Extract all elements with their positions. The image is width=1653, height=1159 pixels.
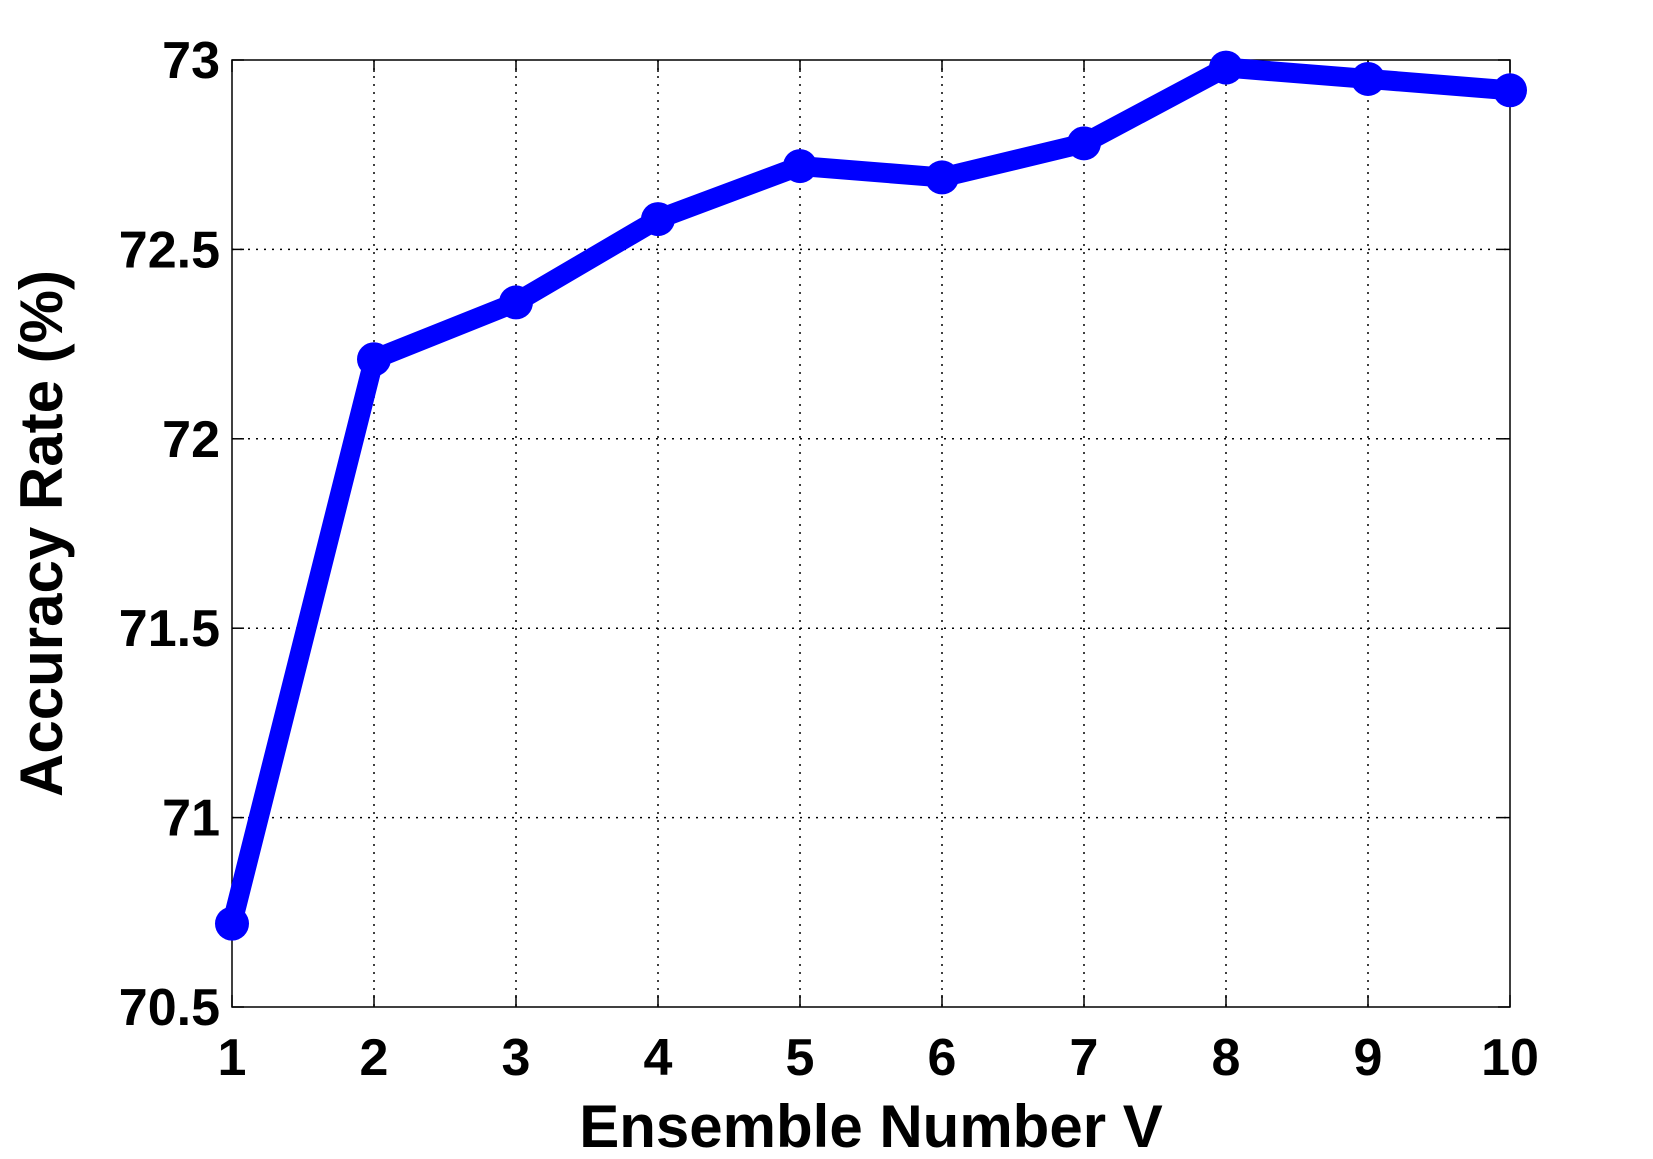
data-point <box>1067 126 1101 161</box>
x-tick-label: 9 <box>1354 1029 1383 1087</box>
data-point <box>783 149 817 184</box>
data-point <box>1209 50 1243 85</box>
x-tick-label: 6 <box>928 1029 957 1087</box>
grid <box>232 60 1510 1007</box>
x-tick-label: 1 <box>218 1029 247 1087</box>
y-tick-label: 72 <box>162 411 220 469</box>
y-tick-label: 70.5 <box>119 979 220 1037</box>
x-tick-label: 3 <box>502 1029 531 1087</box>
data-point <box>499 285 533 320</box>
x-tick-label: 10 <box>1481 1029 1539 1087</box>
y-axis-title: Accuracy Rate (%) <box>8 270 75 797</box>
y-tick-label: 71 <box>162 790 220 848</box>
x-tick-label: 7 <box>1070 1029 1099 1087</box>
y-tick-label: 73 <box>162 32 220 90</box>
y-axis: 70.5 71 71.5 72 72.5 73 <box>119 32 1510 1037</box>
y-tick-label: 71.5 <box>119 600 220 658</box>
x-tick-label: 8 <box>1212 1029 1241 1087</box>
x-tick-label: 4 <box>644 1029 673 1087</box>
data-point <box>925 160 959 195</box>
x-axis: 1 2 3 4 5 6 7 8 9 10 <box>218 60 1539 1087</box>
series-line <box>222 57 1520 934</box>
data-point <box>1493 73 1527 108</box>
series-layer <box>215 50 1527 941</box>
data-point <box>215 906 249 941</box>
x-axis-title: Ensemble Number V <box>579 1093 1163 1159</box>
y-tick-label: 72.5 <box>119 221 220 279</box>
x-tick-label: 2 <box>360 1029 389 1087</box>
plot-frame <box>231 59 1511 1008</box>
x-tick-label: 5 <box>786 1029 815 1087</box>
data-point <box>1351 61 1385 96</box>
data-point <box>641 202 675 237</box>
data-point <box>357 342 391 377</box>
